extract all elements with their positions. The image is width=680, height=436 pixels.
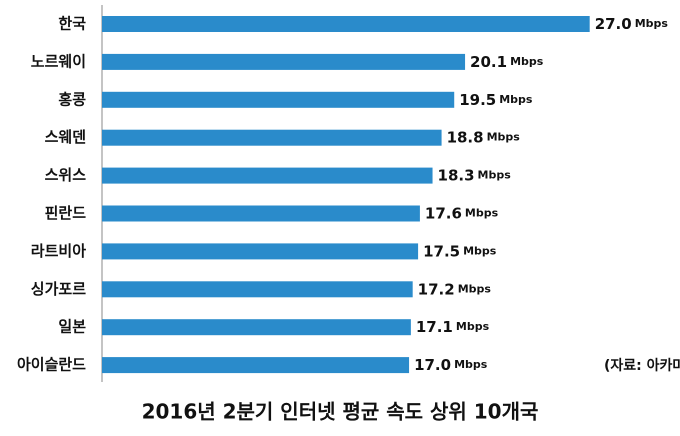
value-unit: Mbps xyxy=(456,320,490,333)
value-label: 17.6 Mbps xyxy=(425,204,499,222)
bar xyxy=(102,205,420,222)
value-number: 17.6 xyxy=(425,204,462,222)
category-label: 아이슬란드 xyxy=(17,356,86,374)
bar xyxy=(102,16,590,32)
category-label: 홍콩 xyxy=(58,90,86,108)
bar xyxy=(102,243,419,260)
bar xyxy=(102,281,413,298)
value-unit: Mbps xyxy=(465,207,499,220)
value-number: 17.1 xyxy=(416,318,453,336)
value-number: 19.5 xyxy=(459,90,496,108)
value-number: 18.3 xyxy=(438,166,475,184)
category-label: 싱가포르 xyxy=(31,280,86,298)
value-number: 27.0 xyxy=(595,15,632,33)
value-unit: Mbps xyxy=(510,55,544,68)
value-unit: Mbps xyxy=(458,282,492,295)
category-label: 노르웨이 xyxy=(31,52,86,70)
value-number: 17.2 xyxy=(418,280,455,298)
bar xyxy=(102,167,433,184)
category-label: 핀란드 xyxy=(45,204,87,222)
value-label: 17.1 Mbps xyxy=(416,318,490,336)
category-label: 스위스 xyxy=(45,166,87,184)
bar xyxy=(102,91,455,108)
value-label: 17.5 Mbps xyxy=(423,242,497,260)
value-unit: Mbps xyxy=(478,169,512,182)
value-label: 17.0 Mbps xyxy=(414,356,488,374)
value-number: 17.0 xyxy=(414,356,451,374)
value-label: 20.1 Mbps xyxy=(470,52,544,70)
value-label: 18.8 Mbps xyxy=(447,128,521,146)
value-label: 19.5 Mbps xyxy=(459,90,533,108)
bar xyxy=(102,319,411,336)
bar xyxy=(102,357,410,374)
value-unit: Mbps xyxy=(463,244,497,257)
category-label: 한국 xyxy=(58,15,86,33)
value-unit: Mbps xyxy=(487,131,521,144)
bar xyxy=(102,129,442,146)
value-number: 20.1 xyxy=(470,52,507,70)
value-label: 17.2 Mbps xyxy=(418,280,492,298)
value-unit: Mbps xyxy=(454,358,488,371)
category-label: 일본 xyxy=(58,318,86,336)
value-unit: Mbps xyxy=(499,93,533,106)
value-number: 18.8 xyxy=(447,128,484,146)
category-label: 라트비아 xyxy=(31,242,86,260)
value-number: 17.5 xyxy=(423,242,460,260)
bar xyxy=(102,53,466,70)
chart-title: 2016년 2분기 인터넷 평균 속도 상위 10개국 xyxy=(142,400,539,424)
value-label: 27.0 Mbps xyxy=(595,15,669,33)
value-unit: Mbps xyxy=(635,17,669,30)
value-label: 18.3 Mbps xyxy=(438,166,512,184)
source-note: (자료: 아카마이) xyxy=(604,357,680,374)
category-label: 스웨덴 xyxy=(45,128,86,146)
